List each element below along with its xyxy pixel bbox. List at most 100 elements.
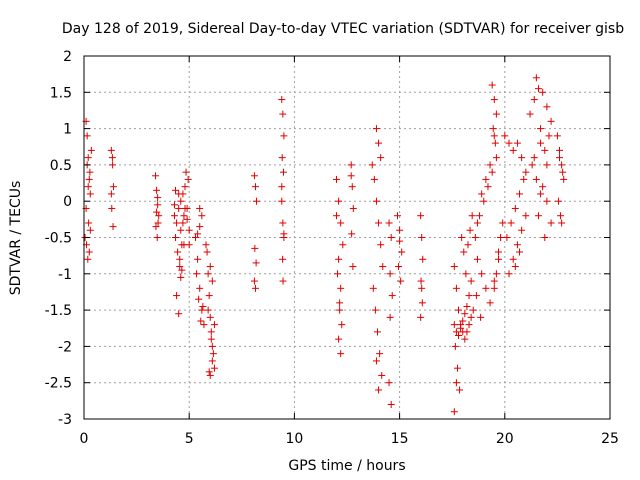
data-point: [522, 168, 530, 176]
chart-title: Day 128 of 2019, Sidereal Day-to-day VTE…: [62, 21, 624, 37]
y-tick-label: -3: [58, 412, 72, 428]
data-point: [173, 219, 181, 227]
data-point: [543, 103, 551, 111]
data-point: [347, 172, 355, 180]
data-point: [395, 263, 403, 271]
data-point: [348, 183, 356, 191]
data-point: [337, 219, 345, 227]
data-point: [370, 175, 378, 183]
data-point: [278, 96, 286, 104]
data-point: [489, 125, 497, 133]
data-point: [557, 212, 565, 220]
data-point: [87, 146, 95, 154]
data-point: [518, 226, 526, 234]
data-point: [513, 139, 521, 147]
y-tick-label: -0.5: [45, 231, 72, 247]
data-point: [372, 357, 380, 365]
data-point: [204, 270, 212, 278]
data-point: [476, 212, 484, 220]
x-tick-label: 10: [285, 431, 303, 447]
data-point: [459, 317, 467, 325]
data-point: [468, 212, 476, 220]
data-point: [452, 379, 460, 387]
x-tick-label: 15: [391, 431, 409, 447]
data-point: [337, 284, 345, 292]
data-point: [372, 125, 380, 133]
data-point: [490, 284, 498, 292]
data-point: [385, 379, 393, 387]
data-point: [85, 219, 93, 227]
data-point: [177, 197, 185, 205]
data-point: [210, 321, 218, 329]
data-point: [182, 168, 190, 176]
data-point: [386, 313, 394, 321]
x-tick-label: 5: [185, 431, 194, 447]
x-tick-label: 25: [601, 431, 619, 447]
data-point: [369, 284, 377, 292]
data-point: [511, 204, 519, 212]
data-point: [418, 299, 426, 307]
data-point: [387, 234, 395, 241]
data-point: [418, 234, 426, 241]
data-point: [193, 270, 201, 278]
data-point: [197, 317, 205, 325]
data-point: [397, 277, 405, 285]
data-point: [486, 299, 494, 307]
data-point: [368, 161, 376, 169]
data-point: [109, 223, 117, 231]
data-point: [205, 368, 213, 376]
data-point: [501, 132, 509, 140]
y-tick-label: 0.5: [50, 158, 72, 174]
data-point: [339, 241, 347, 249]
data-point: [107, 190, 115, 198]
data-point: [85, 175, 93, 183]
data-point: [541, 234, 549, 241]
data-point: [482, 284, 490, 292]
data-point: [196, 284, 204, 292]
data-point: [492, 110, 500, 118]
data-point: [86, 190, 94, 198]
data-point: [108, 154, 116, 162]
data-point: [547, 219, 555, 227]
data-point: [107, 146, 115, 154]
data-point: [456, 386, 464, 394]
data-point: [251, 183, 259, 191]
data-point: [173, 292, 181, 300]
data-point: [253, 197, 261, 205]
data-point: [398, 248, 406, 256]
data-point: [153, 208, 161, 216]
data-point: [385, 219, 393, 227]
data-point: [153, 186, 161, 194]
data-point: [375, 139, 383, 147]
data-point: [490, 96, 498, 104]
data-point: [539, 183, 547, 191]
data-point: [553, 132, 561, 140]
data-point: [194, 230, 202, 238]
data-point: [349, 204, 357, 212]
data-point: [175, 190, 183, 198]
data-point: [199, 302, 207, 310]
data-point: [463, 328, 471, 336]
data-point: [332, 175, 340, 183]
data-point: [196, 223, 204, 231]
data-point: [452, 328, 460, 336]
data-point: [461, 335, 469, 343]
data-point: [348, 230, 356, 238]
data-point: [462, 270, 470, 278]
data-point: [174, 248, 182, 256]
y-tick-label: 0: [63, 194, 72, 210]
data-point: [488, 168, 496, 176]
data-point: [84, 183, 92, 191]
data-point: [419, 255, 427, 263]
data-point: [539, 88, 547, 96]
data-point: [450, 408, 458, 416]
data-point: [83, 132, 91, 140]
data-point: [332, 212, 340, 220]
x-tick-labels: 0 5 10 15 20 25: [80, 431, 619, 447]
y-tick-label: 1: [63, 122, 72, 138]
data-point: [371, 306, 379, 314]
data-point: [194, 255, 202, 263]
data-point: [279, 168, 287, 176]
y-tick-label: -2.5: [45, 376, 72, 392]
data-point: [280, 230, 288, 238]
